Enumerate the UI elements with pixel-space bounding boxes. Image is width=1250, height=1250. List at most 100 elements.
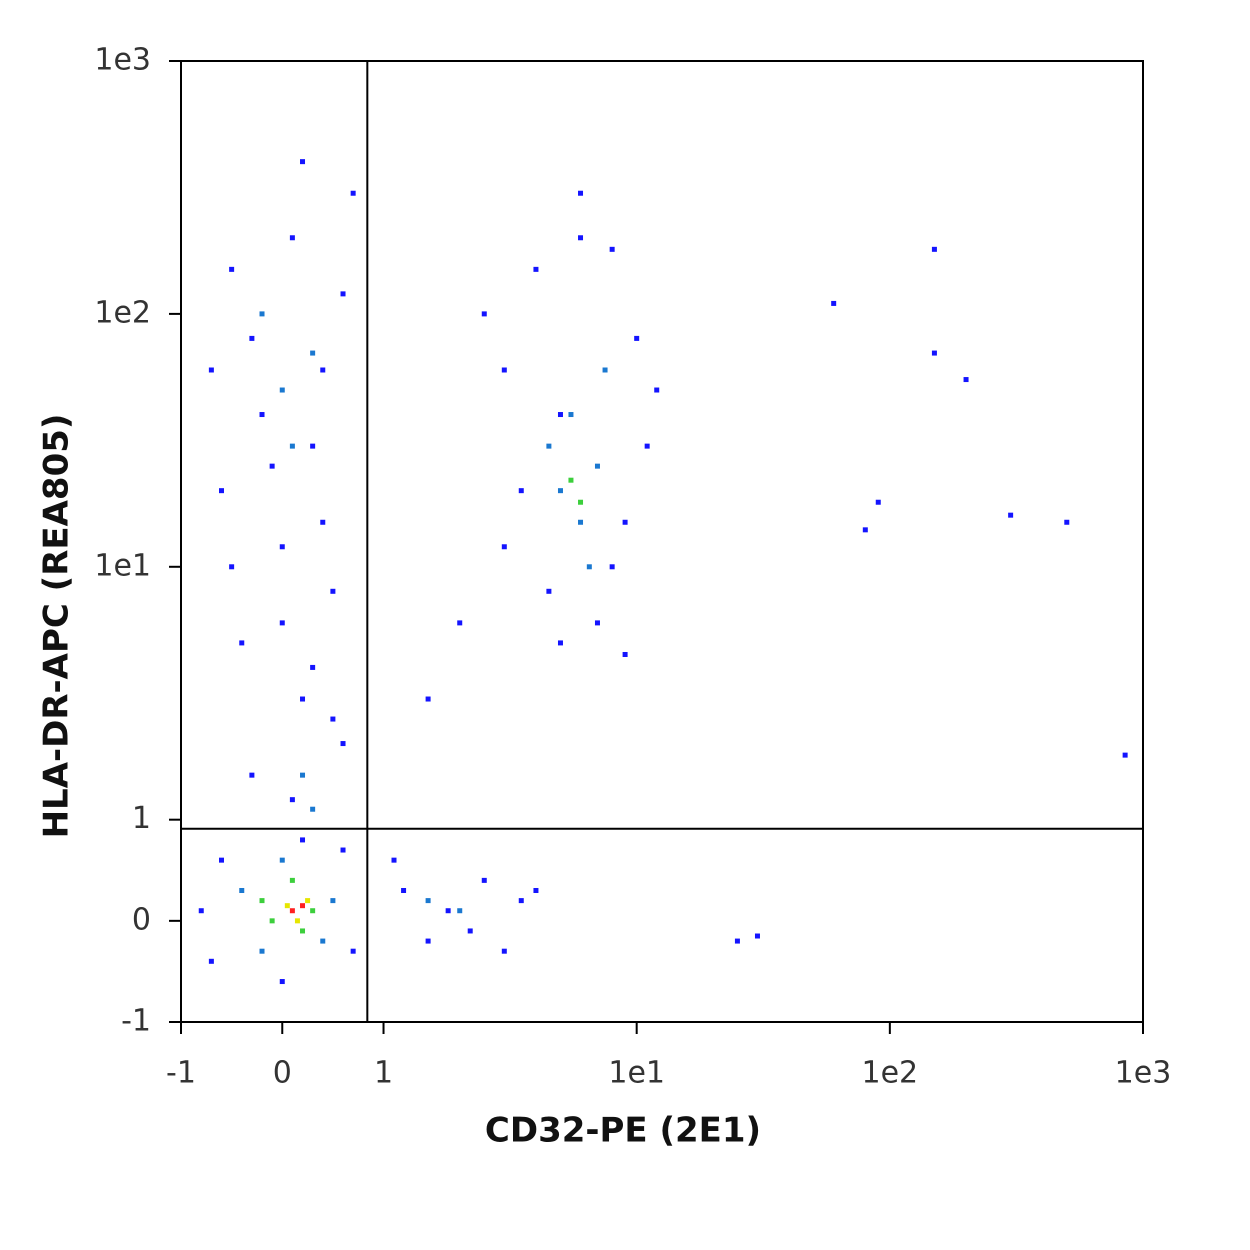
event-point <box>340 291 346 297</box>
event-point <box>931 350 937 356</box>
event-point <box>586 564 592 570</box>
event-point <box>269 463 275 469</box>
event-point <box>279 544 285 550</box>
event-point <box>594 463 600 469</box>
event-point <box>330 716 336 722</box>
event-point <box>557 640 563 646</box>
event-point <box>259 948 265 954</box>
event-point <box>831 300 837 306</box>
plot-frame <box>180 60 1144 1023</box>
event-point <box>219 488 225 494</box>
event-point <box>279 857 285 863</box>
event-point <box>289 797 295 803</box>
y-tick-label: 1e2 <box>94 295 151 330</box>
y-tick-label: 1 <box>132 801 151 836</box>
event-point <box>557 412 563 418</box>
event-point <box>391 857 397 863</box>
event-point <box>289 877 295 883</box>
event-point <box>578 499 584 505</box>
event-point <box>568 412 574 418</box>
event-point <box>654 387 660 393</box>
event-point <box>609 246 615 252</box>
event-point <box>284 903 290 909</box>
event-point <box>208 958 214 964</box>
event-point <box>300 837 306 843</box>
event-point <box>300 696 306 702</box>
event-point <box>279 979 285 985</box>
event-point <box>1064 519 1070 525</box>
event-point <box>350 190 356 196</box>
event-point <box>594 620 600 626</box>
event-point <box>425 696 431 702</box>
event-point <box>634 335 640 341</box>
event-point <box>310 350 316 356</box>
event-point <box>609 564 615 570</box>
event-point <box>425 938 431 944</box>
y-tick-label: -1 <box>121 1004 151 1039</box>
x-tick-label: -1 <box>166 1056 196 1091</box>
event-point <box>578 519 584 525</box>
event-point <box>445 908 451 914</box>
event-point <box>862 527 868 533</box>
event-point <box>249 772 255 778</box>
event-point <box>340 847 346 853</box>
event-point <box>330 898 336 904</box>
x-tick-label: 1e3 <box>1115 1056 1172 1091</box>
y-tick-label: 1e3 <box>94 43 151 78</box>
event-point <box>578 235 584 241</box>
event-point <box>931 246 937 252</box>
event-point <box>320 938 326 944</box>
event-point <box>289 235 295 241</box>
event-point <box>734 938 740 944</box>
event-point <box>300 772 306 778</box>
event-point <box>602 367 608 373</box>
event-point <box>310 806 316 812</box>
event-point <box>501 367 507 373</box>
event-point <box>754 933 760 939</box>
event-point <box>300 928 306 934</box>
x-tick-label: 1e2 <box>862 1056 919 1091</box>
event-point <box>279 620 285 626</box>
y-tick-label: 0 <box>132 902 151 937</box>
event-point <box>875 499 881 505</box>
event-point <box>259 898 265 904</box>
event-point <box>300 159 306 165</box>
event-point <box>546 588 552 594</box>
event-point <box>501 948 507 954</box>
event-point <box>622 519 628 525</box>
event-point <box>467 928 473 934</box>
event-point <box>578 190 584 196</box>
event-point <box>279 387 285 393</box>
event-point <box>557 488 563 494</box>
x-tick-label: 1 <box>374 1056 393 1091</box>
event-point <box>269 918 275 924</box>
event-point <box>310 908 316 914</box>
event-point <box>644 443 650 449</box>
y-axis-title: HLA-DR-APC (REA805) <box>37 414 77 839</box>
x-tick-label: 0 <box>273 1056 292 1091</box>
event-point <box>457 908 463 914</box>
event-point <box>294 918 300 924</box>
event-point <box>239 640 245 646</box>
event-point <box>518 488 524 494</box>
x-axis-title: CD32-PE (2E1) <box>485 1111 761 1151</box>
event-point <box>219 857 225 863</box>
event-point <box>1008 512 1014 518</box>
event-point <box>481 311 487 317</box>
y-tick-label: 1e1 <box>94 548 151 583</box>
event-point <box>1122 752 1128 758</box>
event-point <box>401 887 407 893</box>
event-point <box>289 908 295 914</box>
event-point <box>330 588 336 594</box>
event-point <box>229 266 235 272</box>
event-point <box>546 443 552 449</box>
event-point <box>259 311 265 317</box>
event-point <box>310 443 316 449</box>
event-point <box>518 898 524 904</box>
event-point <box>501 544 507 550</box>
event-point <box>340 741 346 747</box>
event-point <box>259 412 265 418</box>
event-point <box>239 887 245 893</box>
